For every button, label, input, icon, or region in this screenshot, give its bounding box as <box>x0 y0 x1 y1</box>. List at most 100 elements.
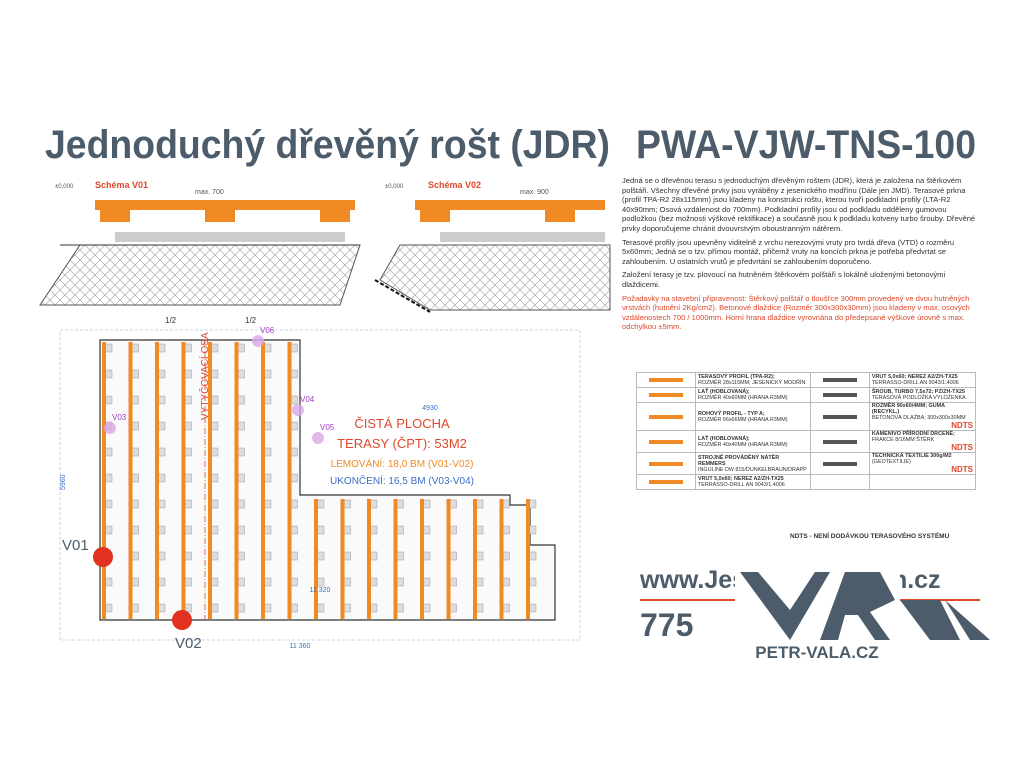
legend-icon <box>809 402 870 431</box>
legend-detail: FRAKCE 8/16MM ŠTĚRK <box>871 437 935 443</box>
legend-icon <box>636 372 696 388</box>
legend-title: LAŤ (HOBLOVANÁ); <box>698 389 750 395</box>
legend-row: ROHOVÝ PROFIL - TYP A; ROZMĚR 66x66MM (HR… <box>636 402 977 431</box>
phone: 775 <box>640 607 693 643</box>
dimension: 11 320 <box>310 587 331 594</box>
legend-note: NDTS <box>951 465 973 474</box>
legend-title: ROHOVÝ PROFIL - TYP A; <box>698 410 765 417</box>
axis-label: VYTYČOVACÍ OSA <box>198 332 211 420</box>
marker-label: V04 <box>300 395 315 404</box>
marker-label: V01 <box>62 537 89 554</box>
swatch <box>822 378 857 382</box>
marker <box>252 335 264 347</box>
swatch <box>649 414 683 419</box>
swatch <box>822 414 857 419</box>
legend-detail: (GEOTEXTILIE) <box>871 459 911 465</box>
legend-text: ROZMĚR 90x60/4MM; GUMA (RECYKL.) BETONOVÁ… <box>868 402 977 431</box>
legend-title: TERASOVÝ PROFIL (TPA-R2); <box>698 374 775 380</box>
dimension: 5960 <box>60 474 67 490</box>
joist <box>314 499 318 619</box>
legend-note: NDTS <box>951 421 973 430</box>
swatch <box>822 393 857 397</box>
dimension: 11 360 <box>290 643 311 650</box>
swatch <box>649 480 683 484</box>
legend-icon <box>636 387 696 403</box>
requirements: Požadavky na stavební připravenost: Štěr… <box>622 293 970 332</box>
legend-detail: ROZMĚR 40x40MM (HRANA R3MM) <box>698 441 788 448</box>
title: Jednoduchý dřevěný rošt (JDR) <box>45 123 610 167</box>
legend-icon <box>636 474 696 490</box>
legend-detail: ROZMĚR 28x115MM; JESENICKÝ MODŘÍN <box>698 380 806 386</box>
half: 1/2 <box>245 316 257 325</box>
joist <box>473 499 477 619</box>
joist <box>420 499 424 619</box>
legend-icon <box>809 372 870 388</box>
swatch <box>649 461 683 466</box>
legend-detail: INGULINE DW 815/DUNKELBRAUN/DRAPP <box>698 466 807 473</box>
legend-icon <box>636 452 696 475</box>
area-label: TERASY (ČPT): 53M2 <box>337 436 467 451</box>
scheme-label: Schéma V01 <box>95 180 148 190</box>
marker <box>93 547 113 567</box>
paragraph: Jedná se o dřevěnou terasu s jednoduchým… <box>622 176 976 233</box>
legend-text: TECHNICKÁ TEXTILIE 300g/M2 (GEOTEXTILIE) N… <box>868 452 977 475</box>
marker <box>104 422 116 434</box>
legend-row: STROJNĚ PROVÁDĚNÝ NÁTĚR REMMERS INGULINE … <box>636 452 977 475</box>
legend-row: TERASOVÝ PROFIL (TPA-R2); ROZMĚR 28x115MM… <box>636 372 977 388</box>
legend-row: VRUT 5,0x60; NEREZ A2/ZH-TX25 TERRASSO-DR… <box>636 474 977 490</box>
label-bg <box>320 412 485 490</box>
swatch <box>822 439 857 444</box>
swatch <box>649 378 683 382</box>
legend-icon <box>809 387 870 403</box>
legend-title: ŠROUB, TURBO 7,5x72; PZ/ZH-TX25 <box>871 389 966 395</box>
legend-icon <box>636 430 696 453</box>
legend-title: KAMENIVO PŘÍRODNÍ DRCENÉ; <box>871 431 955 437</box>
swatch <box>649 393 683 397</box>
joist <box>499 499 504 619</box>
level: ±0,000 <box>385 184 404 190</box>
joist <box>234 342 239 619</box>
scheme-span: max. 900 <box>520 189 549 196</box>
description: Jedná se o dřevěnou terasu s jednoduchým… <box>622 176 980 336</box>
scheme-label: Schéma V02 <box>428 180 481 190</box>
joist <box>102 342 106 619</box>
paragraph: Založení terasy je tzv. plovoucí na hutn… <box>622 270 946 289</box>
marker <box>312 432 324 444</box>
joist <box>367 499 371 619</box>
logo-text: PETR-VALA.CZ <box>755 643 878 662</box>
legend-row: LAŤ (HOBLOVANÁ); ROZMĚR 40x40MM (HRANA R3… <box>636 430 977 453</box>
scheme-v02: Schéma V02 max. 900 ±0,000 <box>374 180 611 313</box>
paragraph: Terasové profily jsou upevněny viditelně… <box>622 237 955 266</box>
legend-title: STROJNĚ PROVÁDĚNÝ NÁTĚR REMMERS <box>698 454 780 467</box>
scheme-span: max. 700 <box>195 189 224 196</box>
marker <box>172 610 192 630</box>
dimension: 4930 <box>422 405 438 412</box>
marker <box>292 404 304 416</box>
joist <box>208 342 212 619</box>
joist <box>340 499 345 619</box>
legend-text <box>868 474 977 490</box>
level: ±0,000 <box>55 184 74 190</box>
legend-text: LAŤ (HOBLOVANÁ); ROZMĚR 40x40MM (HRANA R3… <box>695 430 811 453</box>
legend-title: TECHNICKÁ TEXTILIE 300g/M2 <box>871 453 952 459</box>
area-label: ČISTÁ PLOCHA <box>354 416 450 431</box>
logo: www.JesenickyModrin.cz 775 PETR-VALA.CZ <box>639 565 990 665</box>
legend-text: VRUT 5,0x60; NEREZ A2/ZH-TX25 TERRASSO-DR… <box>868 372 977 388</box>
legend-text: STROJNĚ PROVÁDĚNÝ NÁTĚR REMMERS INGULINE … <box>695 452 811 475</box>
legend-detail: ROZMĚR 66x66MM (HRANA R3MM) <box>698 416 788 423</box>
legend-icon <box>809 474 870 490</box>
legend-footer: NDTS - NENÍ DODÁVKOU TERASOVÉHO SYSTÉMU <box>790 533 950 540</box>
legend-note: NDTS <box>951 443 973 452</box>
legend-title: VRUT 5,0x60; NEREZ A2/ZH-TX25 <box>871 374 958 380</box>
legend-icon <box>809 452 870 475</box>
half: 1/2 <box>165 316 177 325</box>
joist <box>393 499 398 619</box>
swatch <box>822 461 857 466</box>
legend-text: ŠROUB, TURBO 7,5x72; PZ/ZH-TX25 TERASOVÁ … <box>868 387 977 403</box>
joist <box>261 342 265 619</box>
joist <box>287 342 292 619</box>
legend-detail: TERASOVÁ PODLOŽKA VYLOŽENKA <box>871 395 966 401</box>
marker-label: V06 <box>260 326 275 335</box>
